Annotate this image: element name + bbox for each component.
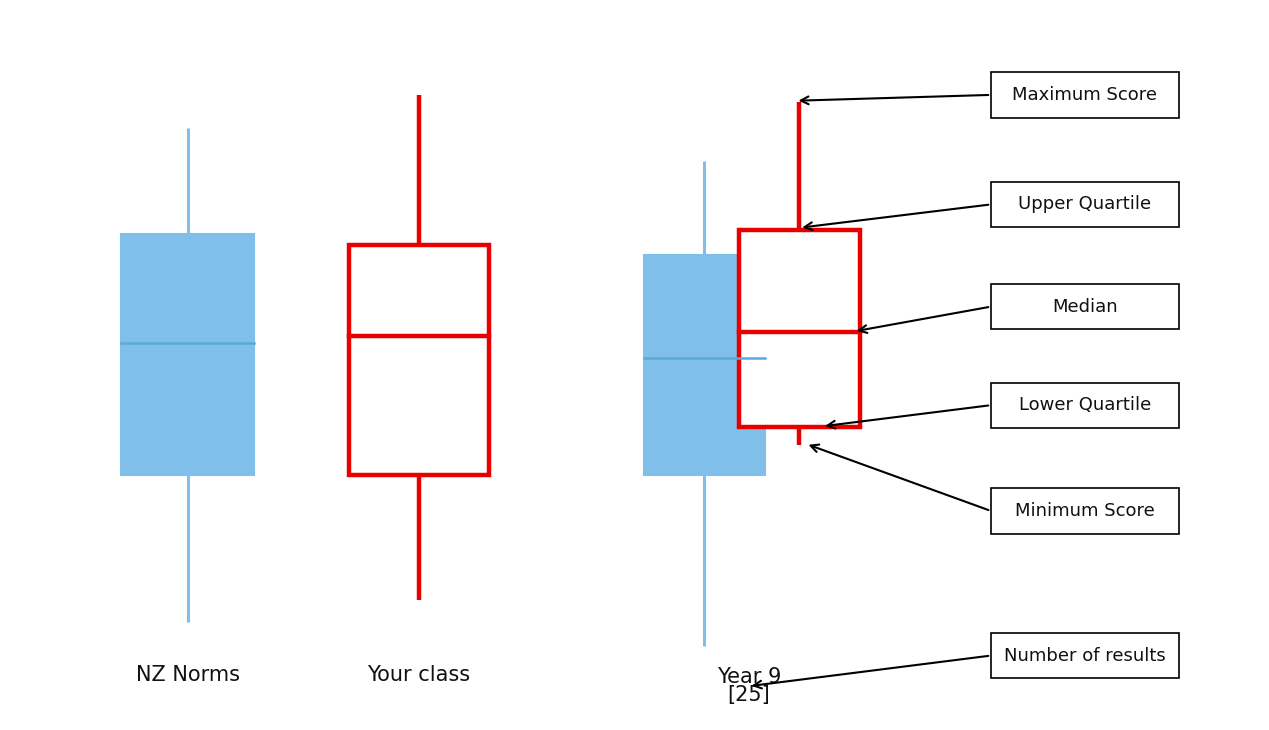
Text: Upper Quartile: Upper Quartile [1019, 196, 1151, 213]
Text: [25]: [25] [727, 685, 770, 705]
Text: Maximum Score: Maximum Score [1013, 86, 1157, 104]
Text: Your class: Your class [367, 665, 471, 685]
Bar [991, 633, 1179, 678]
Text: Lower Quartile: Lower Quartile [1019, 396, 1151, 414]
Text: Number of results: Number of results [1004, 647, 1166, 664]
Bar [991, 182, 1179, 227]
Bar [991, 284, 1179, 329]
Bar [991, 383, 1179, 428]
Bar [739, 230, 860, 427]
Bar [645, 255, 764, 474]
Bar [991, 72, 1179, 118]
Text: NZ Norms: NZ Norms [136, 665, 240, 685]
Text: Median: Median [1052, 298, 1118, 315]
Bar [991, 488, 1179, 534]
Text: Year 9: Year 9 [717, 667, 780, 688]
Bar [122, 234, 254, 474]
Bar [349, 245, 489, 474]
Text: Minimum Score: Minimum Score [1015, 502, 1155, 520]
